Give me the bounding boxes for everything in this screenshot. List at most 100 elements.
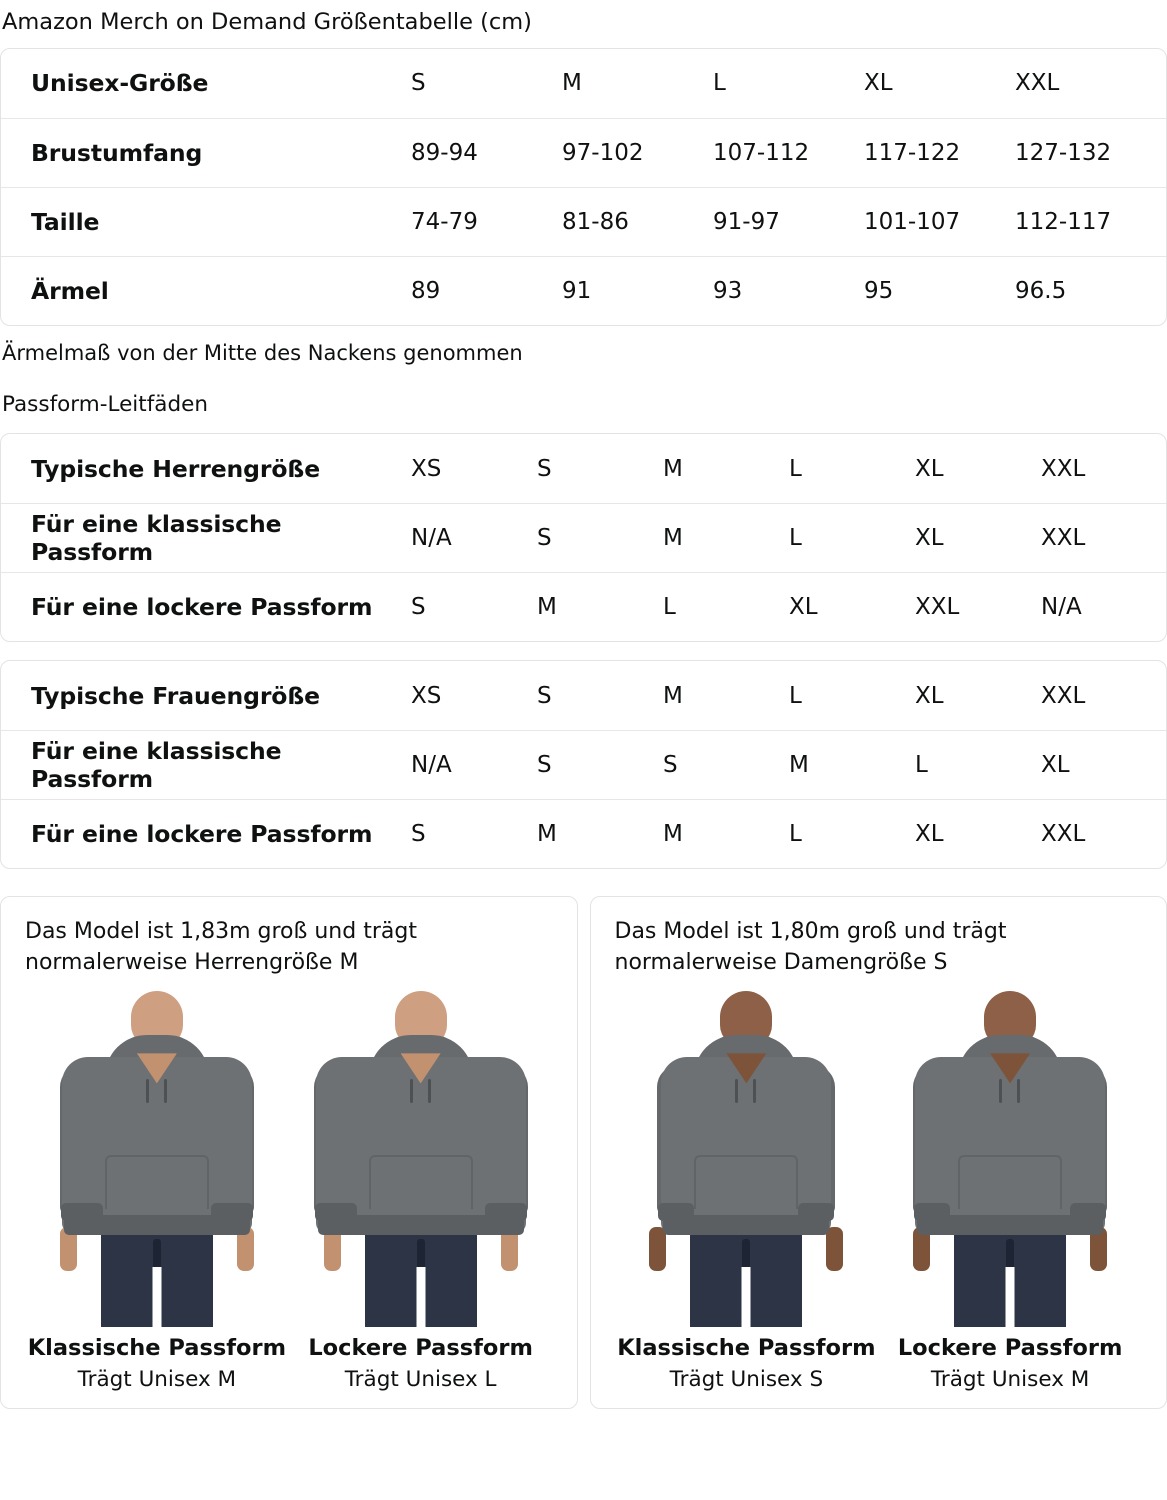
row-label-typical-mens-size: Typische Herrengröße (31, 454, 321, 483)
left-hand-shape (323, 1227, 341, 1272)
cell-chest-s: 89-94 (411, 117, 562, 188)
row-label-mens-relaxed-fit: Für eine lockere Passform (1, 571, 411, 642)
row-label-womens-relaxed-fit: Für eine lockere Passform (1, 798, 411, 869)
jeans-shape (954, 1231, 1067, 1328)
cell-mens-relaxed-0: S (411, 571, 537, 642)
cell-mens-relaxed-4: XXL (915, 571, 1041, 642)
cell-mens-classic-4: XL (915, 502, 1041, 573)
male-model-caption: Das Model ist 1,83m groß und trägt norma… (25, 919, 417, 975)
column-header-l: L (713, 70, 726, 97)
male-relaxed-fit-wears: Trägt Unisex L (344, 1367, 497, 1393)
womens-fit-table: Typische Frauengröße XS S M L XL XXL Für… (1, 661, 1166, 869)
mens-fit-table-card: Typische Herrengröße XS S M L XL XXL Für… (0, 433, 1167, 643)
drawstring-right-shape (163, 1079, 167, 1104)
page-title: Amazon Merch on Demand Größentabelle (cm… (2, 9, 532, 35)
cell-waist-xxl: 112-117 (1015, 186, 1166, 257)
cell-mens-relaxed-5: N/A (1041, 571, 1166, 642)
cell-womens-relaxed-2: M (663, 798, 789, 869)
male-model-card: Das Model ist 1,83m groß und trägt norma… (0, 896, 578, 1410)
sleeve-measurement-note: Ärmelmaß von der Mitte des Nackens genom… (2, 341, 523, 366)
cell-womens-typical-4: XL (915, 682, 944, 709)
hem-band-shape (917, 1215, 1104, 1236)
column-header-m: M (562, 70, 582, 97)
cell-womens-typical-0: XS (411, 682, 442, 709)
cell-womens-relaxed-4: XL (915, 798, 1041, 869)
column-header-size: Unisex-Größe (31, 69, 209, 98)
right-hand-shape (236, 1227, 254, 1272)
drawstring-right-shape (427, 1079, 431, 1104)
jeans-shape (100, 1231, 213, 1328)
left-hand-shape (649, 1227, 667, 1272)
jeans-shape (364, 1231, 477, 1328)
male-classic-fit-photo (25, 991, 289, 1328)
male-model-illustration (52, 991, 262, 1328)
row-label-sleeve: Ärmel (1, 255, 411, 326)
female-relaxed-fit-figure: Lockere Passform Trägt Unisex M (878, 991, 1142, 1392)
jeans-shape (690, 1231, 803, 1328)
cell-womens-relaxed-3: L (789, 798, 915, 869)
female-model-caption: Das Model ist 1,80m groß und trägt norma… (614, 919, 1007, 975)
row-label-typical-womens-size: Typische Frauengröße (31, 681, 320, 710)
drawstring-left-shape (735, 1079, 739, 1104)
cell-sleeve-m: 91 (562, 255, 713, 326)
cell-chest-xxl: 127-132 (1015, 117, 1166, 188)
hem-band-shape (63, 1215, 250, 1236)
female-classic-fit-title: Klassische Passform (617, 1335, 876, 1362)
male-relaxed-fit-photo (288, 991, 553, 1328)
hoodie-shape-relaxed (313, 1035, 528, 1239)
drawstring-left-shape (145, 1079, 149, 1104)
male-classic-fit-wears: Trägt Unisex M (77, 1367, 237, 1393)
right-hand-shape (826, 1227, 844, 1272)
hoodie-shape-classic (59, 1035, 254, 1239)
cell-sleeve-xxl: 96.5 (1015, 255, 1166, 326)
table-row: Taille 74-79 81-86 91-97 101-107 112-117 (1, 186, 1166, 257)
cell-mens-classic-3: L (789, 502, 915, 573)
right-hand-shape (1090, 1227, 1108, 1272)
hem-band-shape (663, 1215, 830, 1236)
female-relaxed-fit-photo (878, 991, 1142, 1328)
fit-guides-heading: Passform-Leitfäden (2, 392, 208, 418)
cell-mens-relaxed-3: XL (789, 571, 915, 642)
cell-mens-classic-5: XXL (1041, 502, 1166, 573)
table-row: Für eine lockere Passform S M M L XL XXL (1, 798, 1166, 869)
hem-band-shape (317, 1215, 524, 1236)
cell-womens-classic-0: N/A (411, 729, 537, 800)
male-model-illustration-loose (313, 991, 528, 1328)
womens-fit-table-card: Typische Frauengröße XS S M L XL XXL Für… (0, 660, 1167, 870)
column-header-xxl: XXL (1015, 70, 1060, 97)
table-row: Ärmel 89 91 93 95 96.5 (1, 255, 1166, 326)
drawstring-left-shape (409, 1079, 413, 1104)
table-row: Für eine klassische Passform N/A S S M L… (1, 729, 1166, 800)
cell-chest-l: 107-112 (713, 117, 864, 188)
table-row: Typische Frauengröße XS S M L XL XXL (1, 661, 1166, 730)
male-relaxed-fit-figure: Lockere Passform Trägt Unisex L (288, 991, 553, 1393)
female-model-illustration-loose (905, 991, 1115, 1328)
row-label-womens-classic-fit: Für eine klassische Passform (1, 729, 411, 800)
cell-waist-s: 74-79 (411, 186, 562, 257)
cell-mens-typical-5: XXL (1041, 455, 1086, 482)
female-model-illustration (641, 991, 851, 1328)
table-row: Für eine lockere Passform S M L XL XXL N… (1, 571, 1166, 642)
cell-mens-typical-1: S (537, 455, 552, 482)
cell-waist-xl: 101-107 (864, 186, 1015, 257)
hoodie-shape-classic (651, 1035, 841, 1239)
cell-womens-classic-2: S (663, 729, 789, 800)
female-classic-fit-wears: Trägt Unisex S (669, 1367, 824, 1393)
cell-mens-relaxed-2: L (663, 571, 789, 642)
cell-mens-typical-2: M (663, 455, 683, 482)
cell-womens-typical-2: M (663, 682, 683, 709)
cell-chest-xl: 117-122 (864, 117, 1015, 188)
female-classic-fit-figure: Klassische Passform Trägt Unisex S (614, 991, 879, 1393)
kangaroo-pocket-shape (104, 1155, 209, 1210)
cell-mens-relaxed-1: M (537, 571, 663, 642)
cell-womens-classic-3: M (789, 729, 915, 800)
cell-womens-typical-3: L (789, 682, 802, 709)
male-classic-fit-title: Klassische Passform (27, 1335, 287, 1362)
cell-mens-classic-2: M (663, 502, 789, 573)
cell-womens-classic-1: S (537, 729, 663, 800)
table-header-row: Unisex-Größe S M L XL XXL (1, 49, 1166, 118)
table-row: Brustumfang 89-94 97-102 107-112 117-122… (1, 117, 1166, 188)
measurement-table: Unisex-Größe S M L XL XXL Brustumfang 89… (1, 49, 1166, 326)
model-cards-row: Das Model ist 1,83m groß und trägt norma… (0, 896, 1167, 1410)
